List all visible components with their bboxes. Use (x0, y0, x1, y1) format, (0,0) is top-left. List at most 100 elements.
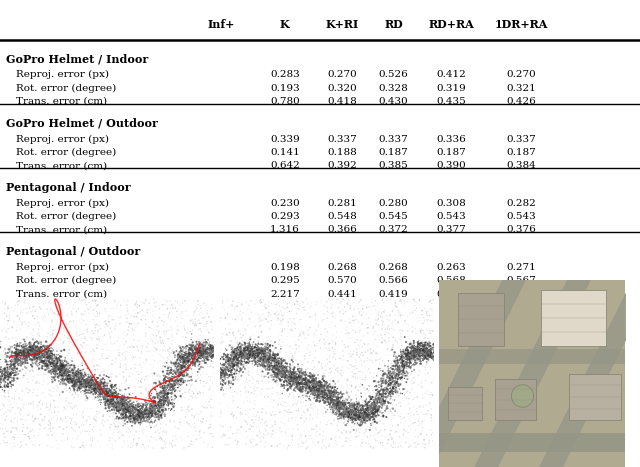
Point (198, 415, 208, 423)
Point (309, 383, 319, 391)
Point (19, 401, 29, 408)
Point (303, 358, 313, 366)
Point (99, 331, 109, 339)
Point (63, 372, 73, 380)
Point (223, 360, 234, 368)
Point (328, 397, 338, 405)
Point (366, 426, 376, 434)
Point (306, 343, 316, 350)
Point (100, 391, 111, 398)
Point (14, 348, 24, 355)
Point (370, 403, 380, 411)
Point (193, 346, 203, 353)
Point (56, 375, 66, 383)
Point (192, 350, 202, 357)
Point (346, 406, 356, 414)
Point (6, 429, 16, 436)
Point (105, 394, 115, 402)
Point (260, 347, 270, 354)
Point (63, 349, 73, 357)
Point (153, 359, 163, 367)
Point (300, 380, 310, 388)
Point (395, 374, 405, 382)
Point (164, 384, 175, 391)
Point (13, 301, 23, 309)
Point (156, 401, 166, 409)
Point (218, 342, 228, 350)
Point (147, 412, 157, 419)
Point (250, 352, 260, 360)
Point (127, 341, 137, 349)
Point (189, 356, 200, 363)
Point (26, 400, 36, 408)
Point (0, 351, 6, 358)
Point (262, 403, 273, 410)
Point (172, 366, 182, 374)
Point (90, 385, 100, 392)
Point (209, 387, 219, 394)
Point (61, 418, 71, 426)
Point (120, 386, 131, 393)
Point (381, 374, 392, 381)
Point (59, 369, 69, 376)
Point (322, 383, 332, 390)
Point (314, 358, 324, 365)
Point (173, 375, 183, 382)
Point (170, 363, 180, 371)
Point (56, 379, 66, 386)
Point (294, 381, 305, 388)
Point (3, 320, 13, 328)
Point (28, 413, 38, 421)
Point (86, 304, 96, 311)
Point (3, 302, 13, 309)
Point (310, 379, 320, 386)
Point (376, 392, 386, 400)
Point (237, 349, 248, 357)
Point (93, 384, 103, 391)
Point (157, 348, 167, 356)
Point (403, 347, 413, 354)
Point (127, 413, 137, 420)
Point (278, 362, 288, 369)
Point (253, 352, 263, 359)
Point (361, 401, 371, 409)
Point (383, 436, 394, 444)
Point (348, 426, 358, 434)
Point (270, 354, 280, 362)
Point (194, 340, 204, 347)
Point (227, 367, 237, 375)
Point (184, 353, 195, 360)
Point (92, 391, 102, 398)
Point (195, 432, 205, 439)
Point (318, 389, 328, 396)
Point (271, 353, 281, 360)
Point (234, 426, 244, 433)
Point (218, 385, 228, 392)
Point (58, 363, 68, 371)
Point (285, 352, 295, 359)
Point (394, 327, 404, 335)
Point (43, 311, 53, 318)
Point (300, 388, 310, 396)
Point (42, 354, 52, 361)
Point (254, 361, 264, 368)
Point (120, 353, 131, 360)
Point (81, 392, 92, 400)
Point (93, 382, 103, 389)
Point (55, 362, 65, 370)
Point (26, 308, 36, 316)
Point (255, 296, 266, 304)
Point (403, 364, 413, 372)
Point (137, 405, 147, 412)
Point (163, 375, 173, 382)
Point (273, 316, 283, 324)
Point (409, 302, 419, 309)
Point (271, 371, 281, 379)
Point (241, 440, 252, 448)
Point (326, 388, 336, 395)
Point (391, 372, 401, 380)
Point (246, 348, 257, 356)
Point (268, 354, 278, 362)
Point (218, 351, 228, 358)
Point (58, 362, 68, 370)
